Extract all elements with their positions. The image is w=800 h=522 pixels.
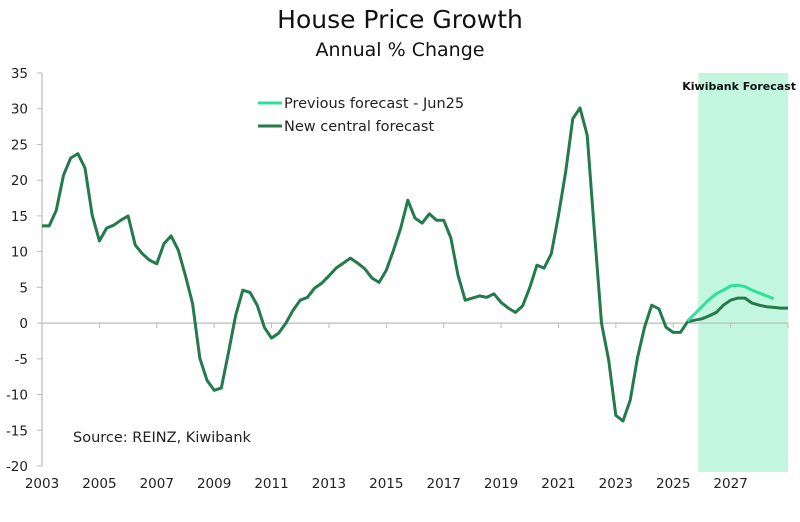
x-tick-label: 2005 <box>82 476 116 492</box>
x-tick-label: 2011 <box>254 476 288 492</box>
y-tick-label: -10 <box>6 388 28 404</box>
legend-label-previous: Previous forecast - Jun25 <box>284 96 464 112</box>
x-tick-label: 2013 <box>312 476 346 492</box>
x-tick-label: 2025 <box>656 476 690 492</box>
y-tick-label: 5 <box>19 280 28 296</box>
legend: Previous forecast - Jun25 New central fo… <box>258 96 464 135</box>
y-tick-label: 10 <box>11 245 28 261</box>
forecast-label: Kiwibank Forecast <box>682 80 796 93</box>
y-tick-label: 20 <box>11 173 28 189</box>
source-note: Source: REINZ, Kiwibank <box>73 430 252 446</box>
x-tick-label: 2017 <box>427 476 461 492</box>
x-tick-label: 2023 <box>599 476 633 492</box>
x-tick-label: 2021 <box>541 476 575 492</box>
y-tick-label: -15 <box>6 423 28 439</box>
y-tick-label: 35 <box>11 66 28 82</box>
x-tick-label: 2009 <box>197 476 231 492</box>
series-new-central-forecast <box>42 106 788 423</box>
y-tick-label: 30 <box>11 102 28 118</box>
x-tick-label: 2003 <box>25 476 59 492</box>
y-tick-label: 15 <box>11 209 28 225</box>
series-lines <box>42 106 788 423</box>
series-previous-forecast <box>686 283 775 322</box>
y-tick-label: 25 <box>11 137 28 153</box>
y-tick-label: 0 <box>19 316 28 332</box>
x-tick-label: 2007 <box>140 476 174 492</box>
forecast-shading <box>698 73 788 472</box>
x-tick-label: 2027 <box>713 476 747 492</box>
y-tick-label: -5 <box>15 352 28 368</box>
x-tick-label: 2019 <box>484 476 518 492</box>
legend-label-central: New central forecast <box>284 119 434 135</box>
chart-title: House Price Growth <box>277 5 523 34</box>
y-tick-label: -20 <box>6 459 28 475</box>
x-tick-label: 2015 <box>369 476 403 492</box>
chart-subtitle: Annual % Change <box>316 39 485 61</box>
